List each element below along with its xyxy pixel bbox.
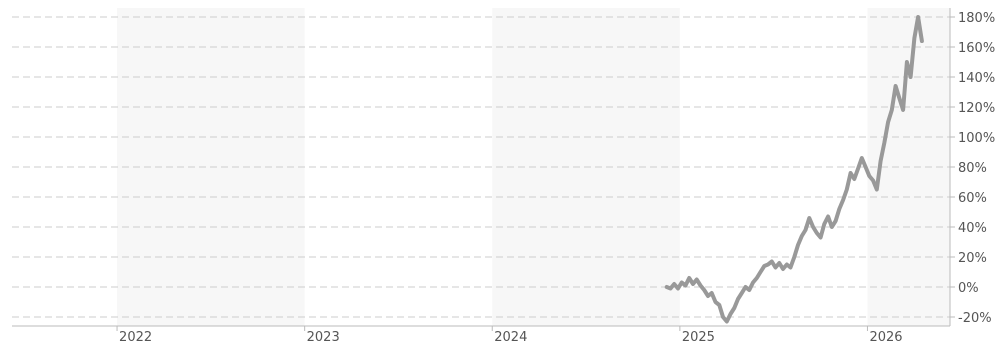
- y-tick-label: 100%: [958, 131, 995, 146]
- y-tick-labels-group: 180% 160% 140% 120% 100% 80% 60% 40% 20% 0% -20%: [958, 11, 995, 326]
- y-tick-label: 0%: [958, 281, 979, 296]
- x-tick-label: 2024: [494, 330, 527, 345]
- y-tick-label: 140%: [958, 71, 995, 86]
- x-tick-labels-group: 2022 2023 2024 2025 2026: [119, 330, 902, 345]
- y-tick-label: 120%: [958, 101, 995, 116]
- y-tick-label: 60%: [958, 191, 987, 206]
- series-line-0: [664, 15, 924, 324]
- y-tick-label: 180%: [958, 11, 995, 26]
- x-tick-label: 2022: [119, 330, 152, 345]
- y-tick-label: 160%: [958, 41, 995, 56]
- x-tick-label: 2025: [682, 330, 715, 345]
- axes-group: [12, 8, 955, 331]
- x-tick-label: 2023: [307, 330, 340, 345]
- y-tick-label: -20%: [958, 311, 992, 326]
- series-group: [664, 15, 924, 324]
- y-tick-label: 40%: [958, 221, 987, 236]
- y-tick-label: 20%: [958, 251, 987, 266]
- x-tick-label: 2026: [869, 330, 902, 345]
- y-tick-label: 80%: [958, 161, 987, 176]
- grid-lines-group: [12, 16, 950, 318]
